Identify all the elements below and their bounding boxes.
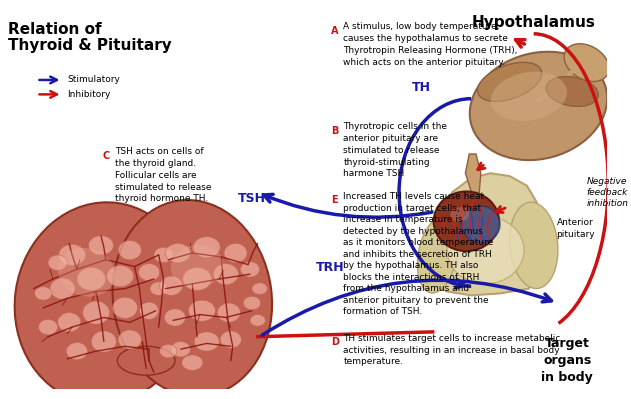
Ellipse shape bbox=[418, 217, 457, 293]
Ellipse shape bbox=[48, 255, 68, 271]
Ellipse shape bbox=[183, 267, 211, 290]
Ellipse shape bbox=[50, 278, 75, 299]
Text: Thyroid & Pituitary: Thyroid & Pituitary bbox=[8, 38, 172, 53]
Ellipse shape bbox=[154, 247, 173, 263]
Ellipse shape bbox=[77, 267, 106, 290]
Ellipse shape bbox=[118, 330, 141, 349]
Ellipse shape bbox=[193, 237, 220, 258]
Ellipse shape bbox=[139, 302, 158, 319]
Ellipse shape bbox=[433, 192, 499, 251]
Ellipse shape bbox=[58, 248, 115, 297]
Text: Relation of: Relation of bbox=[8, 22, 102, 37]
Ellipse shape bbox=[564, 44, 609, 81]
Ellipse shape bbox=[546, 77, 598, 107]
Ellipse shape bbox=[189, 300, 215, 321]
Text: TH stimulates target cells to increase metabolic
activities, resulting in an inc: TH stimulates target cells to increase m… bbox=[343, 334, 561, 366]
Ellipse shape bbox=[88, 236, 114, 255]
Text: B: B bbox=[331, 126, 338, 136]
Ellipse shape bbox=[118, 241, 141, 260]
Ellipse shape bbox=[213, 264, 239, 285]
Ellipse shape bbox=[160, 344, 177, 358]
Ellipse shape bbox=[150, 282, 167, 295]
Ellipse shape bbox=[509, 202, 558, 288]
Ellipse shape bbox=[194, 332, 219, 351]
Text: A stimulus, low body temperature,
causes the hypothalamus to secrete
Thyrotropin: A stimulus, low body temperature, causes… bbox=[343, 22, 518, 67]
Text: TSH acts on cells of
the thyroid gland.
Follicular cells are
stimulated to relea: TSH acts on cells of the thyroid gland. … bbox=[115, 147, 212, 203]
Ellipse shape bbox=[252, 283, 268, 294]
Text: C: C bbox=[103, 151, 110, 161]
Ellipse shape bbox=[240, 262, 259, 277]
Ellipse shape bbox=[91, 331, 116, 352]
Text: TH: TH bbox=[412, 81, 431, 94]
Ellipse shape bbox=[224, 243, 247, 263]
Text: Hypothalamus: Hypothalamus bbox=[472, 15, 596, 30]
Ellipse shape bbox=[35, 287, 52, 300]
Polygon shape bbox=[466, 154, 481, 197]
Text: Increased TH levels cause heat
production in target cells, that
increase in temp: Increased TH levels cause heat productio… bbox=[343, 192, 493, 316]
Polygon shape bbox=[433, 173, 540, 295]
Ellipse shape bbox=[447, 217, 524, 284]
Ellipse shape bbox=[160, 276, 183, 295]
Ellipse shape bbox=[38, 319, 57, 335]
Text: A: A bbox=[331, 26, 338, 36]
Ellipse shape bbox=[107, 266, 134, 287]
Text: E: E bbox=[331, 196, 338, 205]
Text: TRH: TRH bbox=[316, 261, 345, 274]
Text: Stimulatory: Stimulatory bbox=[68, 75, 120, 85]
Ellipse shape bbox=[117, 346, 175, 375]
Ellipse shape bbox=[217, 303, 240, 322]
Ellipse shape bbox=[182, 355, 203, 370]
Ellipse shape bbox=[220, 331, 241, 348]
Text: Negative
feedback
inhibition: Negative feedback inhibition bbox=[587, 177, 628, 208]
Ellipse shape bbox=[66, 342, 88, 360]
Text: TSH: TSH bbox=[238, 192, 266, 205]
Text: D: D bbox=[331, 337, 339, 347]
Ellipse shape bbox=[112, 297, 138, 318]
Ellipse shape bbox=[250, 314, 266, 326]
Ellipse shape bbox=[491, 72, 567, 121]
Ellipse shape bbox=[57, 313, 81, 332]
Ellipse shape bbox=[165, 243, 191, 263]
Ellipse shape bbox=[59, 244, 86, 266]
Ellipse shape bbox=[83, 301, 110, 324]
Ellipse shape bbox=[478, 62, 542, 101]
Ellipse shape bbox=[171, 342, 191, 357]
Text: Anterior
pituitary: Anterior pituitary bbox=[556, 218, 594, 239]
Ellipse shape bbox=[165, 309, 186, 326]
Ellipse shape bbox=[244, 296, 261, 310]
Text: Thyrotropic cells in the
anterior pituitary are
stimulated to release
thyroid-st: Thyrotropic cells in the anterior pituit… bbox=[343, 122, 447, 178]
Text: Inhibitory: Inhibitory bbox=[68, 90, 110, 99]
Ellipse shape bbox=[462, 206, 500, 243]
Ellipse shape bbox=[138, 264, 160, 281]
Ellipse shape bbox=[469, 52, 607, 160]
Ellipse shape bbox=[450, 207, 469, 222]
Text: Target
organs
in body: Target organs in body bbox=[541, 337, 593, 384]
Ellipse shape bbox=[15, 202, 193, 399]
Ellipse shape bbox=[112, 200, 272, 397]
Ellipse shape bbox=[171, 245, 223, 288]
